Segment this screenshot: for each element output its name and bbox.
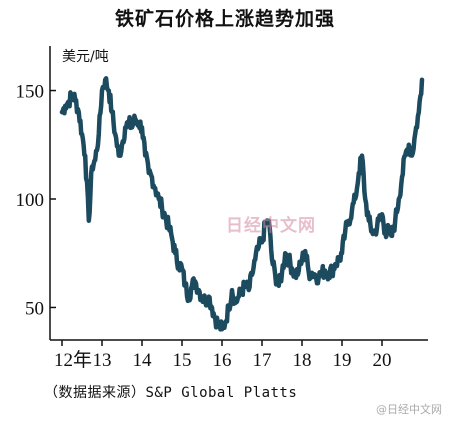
x-tick-label: 16 [213,350,232,371]
x-tick-label: 12年 [54,349,92,371]
chart-title: 铁矿石价格上涨趋势加强 [114,8,335,30]
x-tick-label: 18 [293,350,312,371]
data-source-note: （数据据来源）S&P Global Platts [44,385,298,401]
y-tick-label: 50 [25,298,44,319]
x-tick-label: 20 [373,350,392,371]
x-tick-label: 15 [173,350,192,371]
x-tick-label: 19 [333,350,352,371]
watermark-corner: @日经中文网 [376,403,442,416]
watermark-nikkei: 日经中文网 [226,216,316,236]
chart-axes: 50 100 150 12年 13 14 15 16 17 18 19 20 [16,46,428,371]
x-tick-label: 17 [253,350,272,371]
chart-plot-area [59,76,425,332]
y-tick-label: 100 [16,190,45,211]
x-tick-label: 13 [93,350,112,371]
price-line [59,76,425,332]
x-tick-label: 14 [133,350,153,371]
y-tick-label: 150 [16,82,45,103]
y-axis-unit-label: 美元/吨 [62,49,109,65]
